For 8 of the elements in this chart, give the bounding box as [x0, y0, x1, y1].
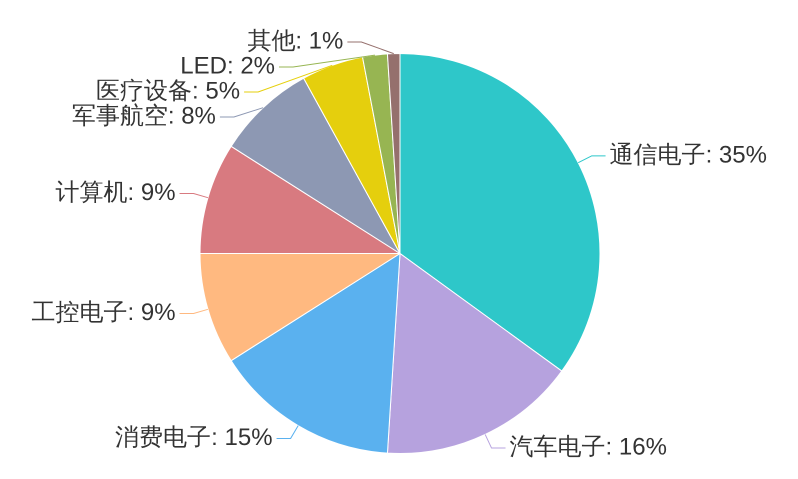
slice-label: 军事航空: 8% [72, 102, 216, 130]
slice-label: 消费电子: 15% [115, 424, 273, 452]
slice-label: 工控电子: 9% [32, 299, 176, 326]
slice-label: LED: 2% [180, 52, 276, 80]
slice-label: 其他: 1% [247, 28, 344, 55]
slice-label: 通信电子: 35% [610, 142, 767, 169]
slice-label: 计算机: 9% [56, 179, 176, 206]
slice-label: 汽车电子: 16% [510, 434, 667, 461]
